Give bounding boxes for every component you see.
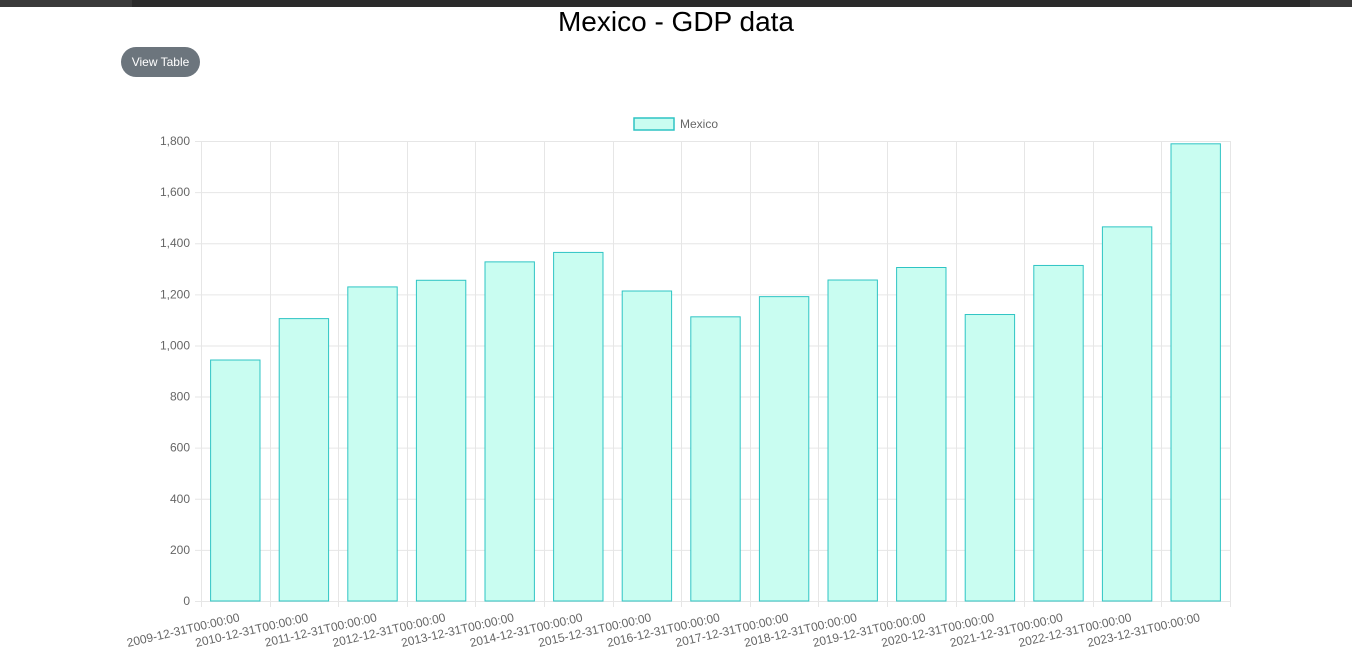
bar[interactable]	[896, 267, 947, 602]
bar[interactable]	[347, 286, 398, 602]
bar[interactable]	[553, 251, 604, 602]
bar[interactable]	[758, 296, 810, 602]
y-tick-label: 0	[183, 594, 190, 608]
y-tick-label: 1,000	[160, 338, 190, 352]
y-tick-label: 400	[170, 492, 190, 506]
bar[interactable]	[690, 316, 741, 602]
y-tick-label: 1,600	[160, 185, 190, 199]
y-tick-label: 1,800	[160, 134, 190, 148]
legend-label[interactable]: Mexico	[680, 117, 718, 131]
bar[interactable]	[484, 261, 535, 602]
bar[interactable]	[621, 290, 673, 602]
browser-top-bar-inner	[132, 0, 1310, 7]
bar[interactable]	[278, 318, 330, 602]
browser-top-bar	[0, 0, 1352, 7]
bar[interactable]	[415, 279, 467, 602]
bar[interactable]	[827, 279, 878, 602]
bar[interactable]	[210, 359, 261, 602]
y-tick-label: 1,400	[160, 236, 190, 250]
legend-swatch[interactable]	[633, 117, 675, 131]
y-tick-label: 200	[170, 543, 190, 557]
bar[interactable]	[1033, 264, 1084, 602]
page-title: Mexico - GDP data	[557, 6, 795, 37]
y-tick-label: 1,200	[160, 287, 190, 301]
bar[interactable]	[1101, 226, 1153, 602]
view-table-button[interactable]: View Table	[121, 47, 200, 77]
bar[interactable]	[1170, 143, 1221, 602]
legend[interactable]: Mexico	[633, 117, 718, 131]
bars-layer	[210, 143, 1221, 602]
bar[interactable]	[964, 314, 1016, 602]
y-tick-label: 800	[170, 390, 190, 404]
y-tick-label: 600	[170, 441, 190, 455]
